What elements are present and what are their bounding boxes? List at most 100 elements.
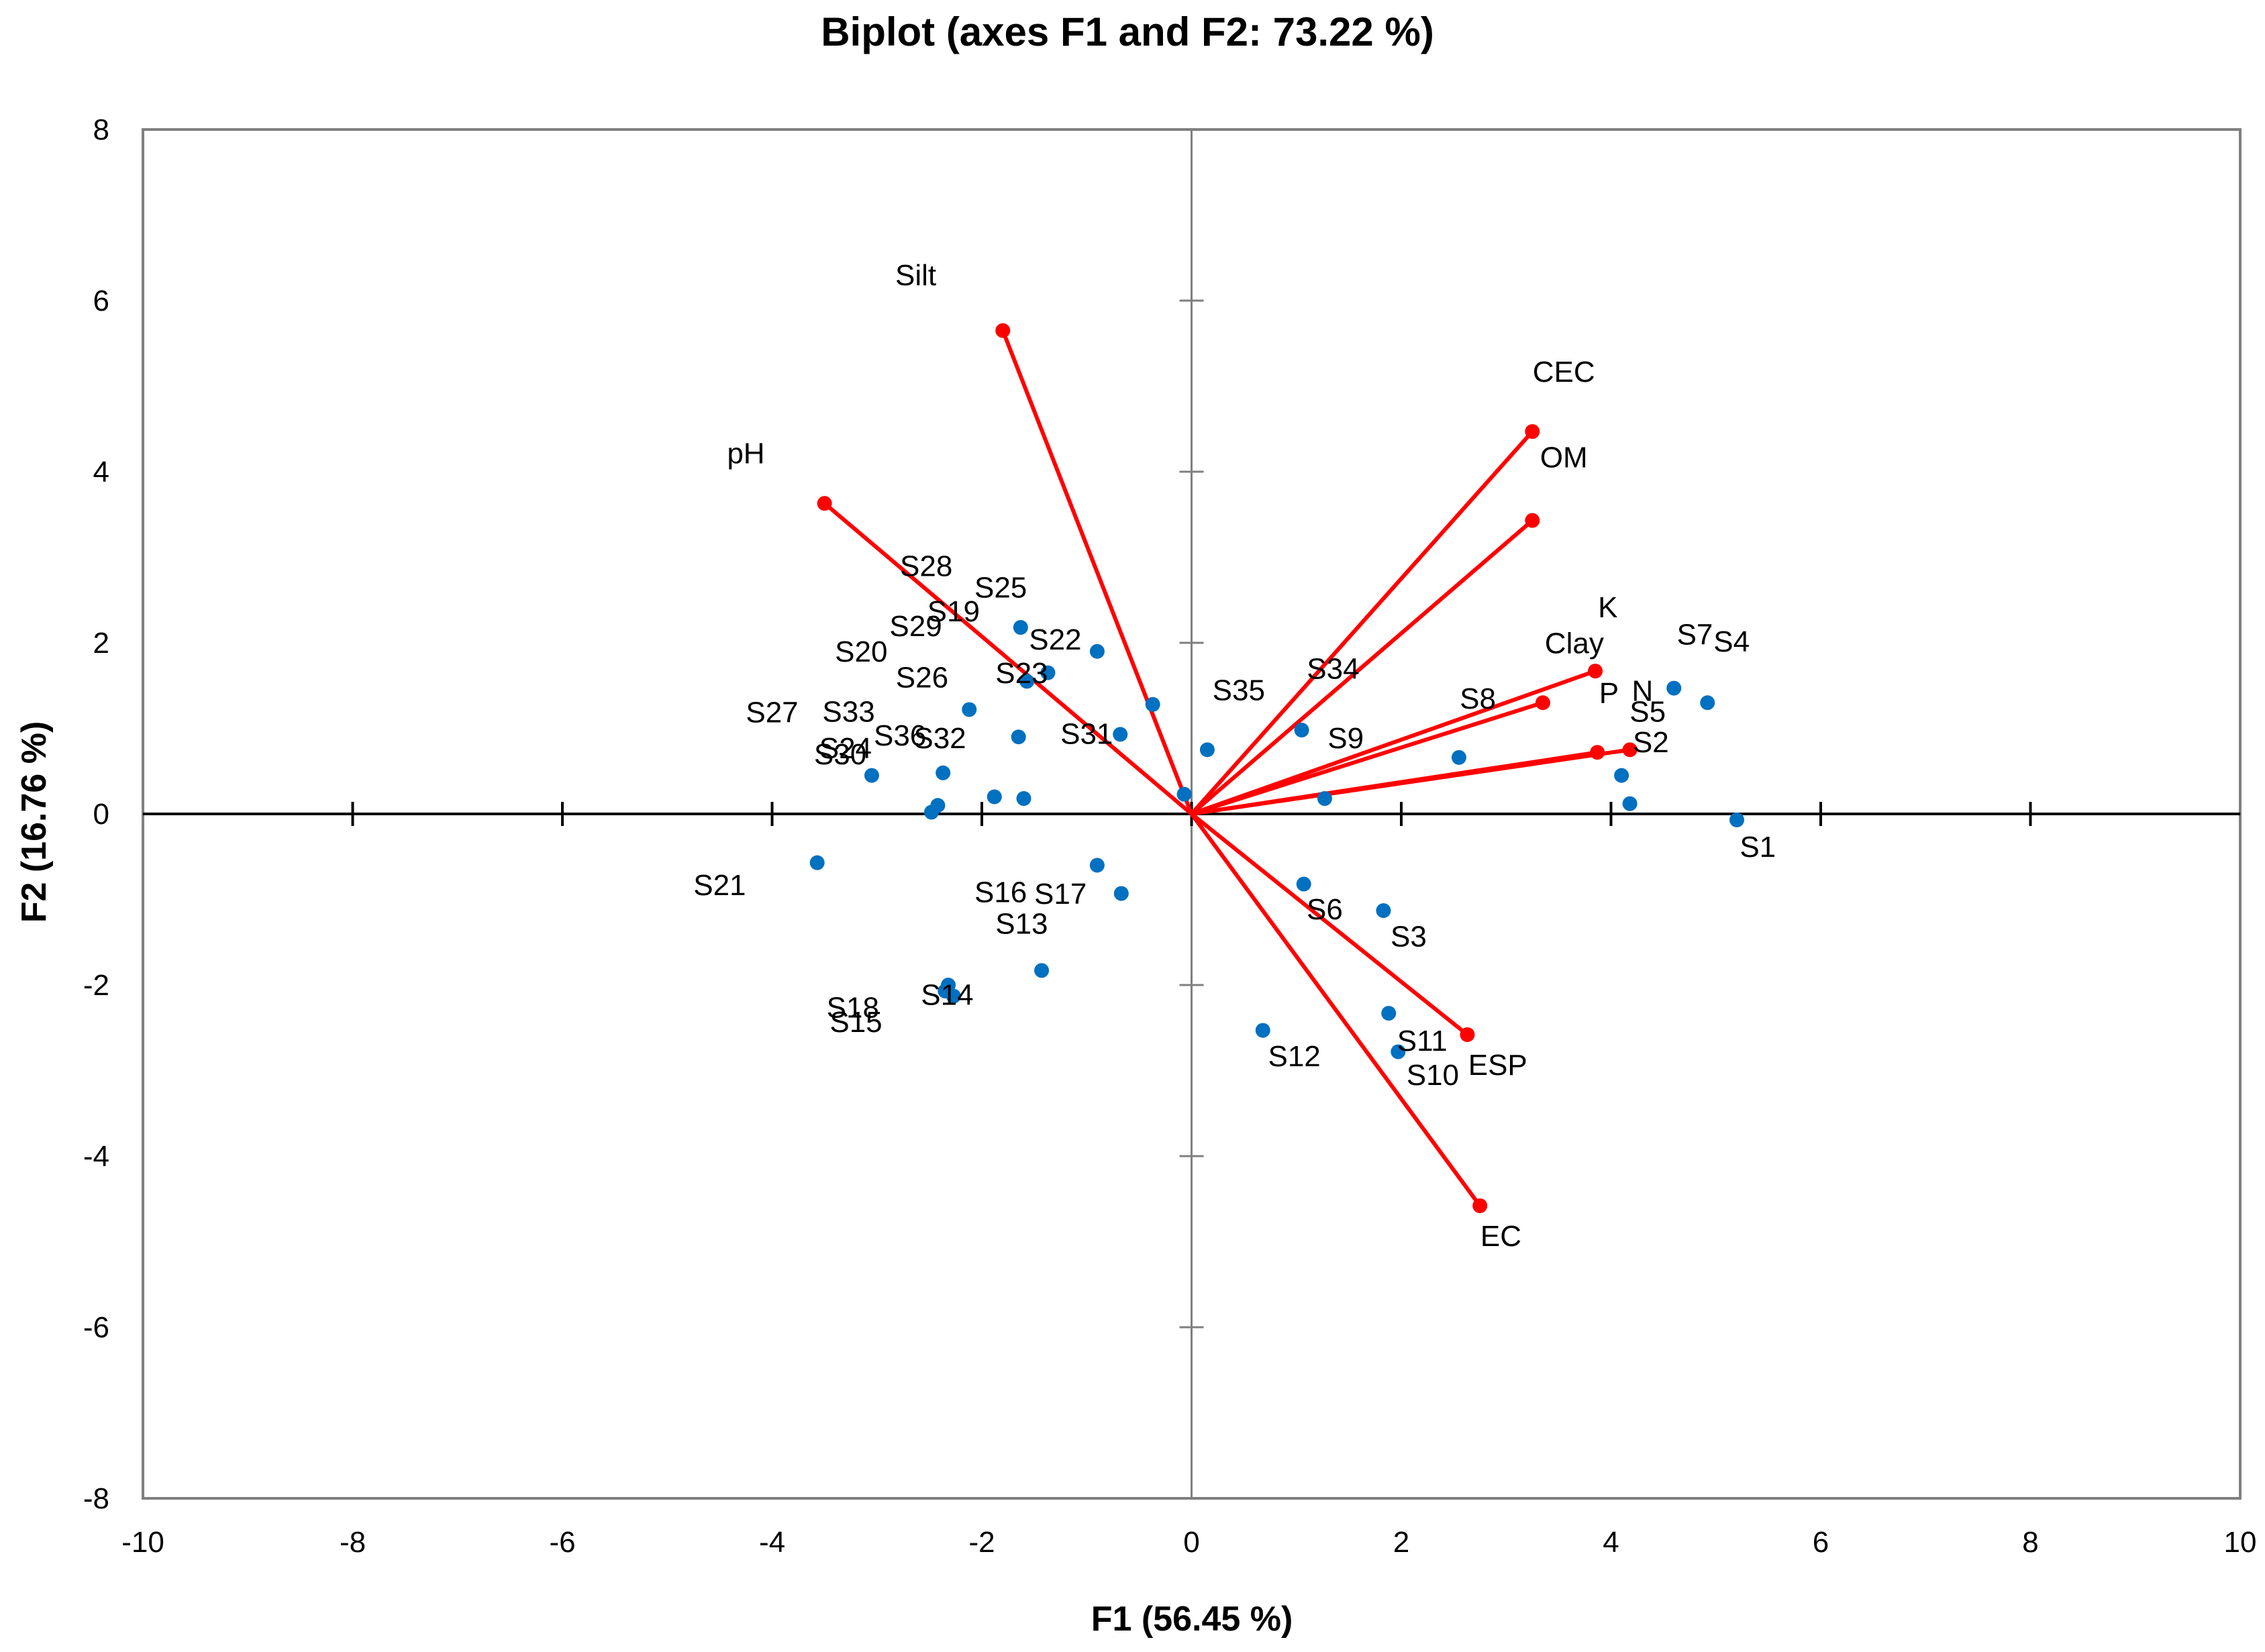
observation-label-s12: S12 bbox=[1268, 1040, 1320, 1073]
y-tick-label: -4 bbox=[83, 1140, 109, 1173]
y-tick-label: -8 bbox=[83, 1482, 109, 1515]
observation-label-s19: S19 bbox=[927, 595, 980, 628]
observation-point-s25 bbox=[1013, 620, 1028, 635]
y-tick-label: -2 bbox=[83, 969, 109, 1002]
x-tick-label: 6 bbox=[1813, 1526, 1829, 1559]
observation-label-s22: S22 bbox=[1029, 623, 1081, 656]
observation-point-s33 bbox=[1145, 696, 1160, 712]
variable-endpoint-silt bbox=[995, 323, 1011, 338]
observation-label-s20: S20 bbox=[835, 635, 887, 668]
variable-label-clay: Clay bbox=[1545, 627, 1604, 660]
x-tick-label: 10 bbox=[2224, 1526, 2257, 1559]
variable-endpoint-k bbox=[1588, 664, 1603, 679]
observation-point-s31 bbox=[1113, 727, 1128, 742]
variable-vector-om bbox=[1189, 518, 1535, 816]
variable-vector-ph bbox=[822, 501, 1194, 816]
x-tick-label: -6 bbox=[549, 1526, 575, 1559]
x-tick-label: 2 bbox=[1393, 1526, 1409, 1559]
observation-label-s36: S36 bbox=[874, 719, 926, 752]
variable-label-n: N bbox=[1631, 675, 1653, 708]
observation-point-s1 bbox=[1729, 812, 1744, 827]
x-axis-title: F1 (56.45 %) bbox=[1091, 1600, 1293, 1639]
x-tick-label: 0 bbox=[1183, 1526, 1199, 1559]
variable-endpoint-cec bbox=[1525, 424, 1540, 440]
observation-point-s24 bbox=[936, 765, 951, 780]
x-tick-label: 8 bbox=[2022, 1526, 2038, 1559]
variable-vector-cec bbox=[1189, 429, 1535, 816]
x-tick-label: -10 bbox=[121, 1526, 164, 1559]
y-tick-label: 0 bbox=[93, 798, 109, 831]
variable-endpoint-ph bbox=[817, 496, 832, 511]
observation-point-s35 bbox=[1199, 742, 1215, 758]
observation-point-s27 bbox=[1011, 729, 1026, 745]
observation-label-s34: S34 bbox=[1307, 653, 1359, 686]
variable-label-k: K bbox=[1598, 591, 1617, 624]
observation-point-s26 bbox=[962, 702, 977, 717]
chart-title: Biplot (axes F1 and F2: 73.22 %) bbox=[821, 9, 1434, 54]
observation-point-s32 bbox=[1016, 791, 1031, 807]
observation-label-s4: S4 bbox=[1713, 625, 1750, 658]
tick-layer: -10 -8 -6 -4 -2 0 2 4 6 8 10 -8 -6 -4 -2 0 2 4 6 8 bbox=[83, 113, 2257, 1559]
x-tick-label: -2 bbox=[968, 1526, 995, 1559]
observation-point-s12 bbox=[1255, 1023, 1270, 1038]
x-tick-label: -4 bbox=[759, 1526, 785, 1559]
variable-vector-k bbox=[1189, 669, 1598, 816]
observation-label-s26: S26 bbox=[896, 661, 948, 694]
observation-label-s6: S6 bbox=[1307, 893, 1343, 926]
variable-endpoint-clay bbox=[1535, 695, 1550, 711]
observation-label-s8: S8 bbox=[1460, 682, 1496, 715]
observation-point-s3 bbox=[1376, 903, 1391, 919]
variable-endpoint-n bbox=[1622, 742, 1638, 758]
variable-label-p: P bbox=[1599, 676, 1619, 709]
observation-label-s31: S31 bbox=[1060, 717, 1113, 750]
observation-point-s17 bbox=[1113, 886, 1129, 901]
observation-point-s7 bbox=[1666, 680, 1682, 696]
observation-point-s36 bbox=[1176, 786, 1192, 802]
observation-label-s29: S29 bbox=[889, 610, 942, 643]
variable-label-ec: EC bbox=[1480, 1220, 1521, 1253]
observation-point-s11 bbox=[1381, 1006, 1397, 1021]
y-tick-label: 2 bbox=[93, 627, 109, 660]
observation-point-s13 bbox=[1034, 963, 1050, 978]
observation-label-s1: S1 bbox=[1740, 831, 1776, 864]
y-tick-label: 6 bbox=[93, 285, 109, 317]
variable-label-ph: pH bbox=[727, 437, 764, 470]
observation-label-s2: S2 bbox=[1633, 726, 1669, 759]
observation-label-s35: S35 bbox=[1213, 674, 1265, 707]
y-tick-label: -6 bbox=[83, 1311, 109, 1344]
variable-endpoint-ec bbox=[1472, 1198, 1488, 1213]
observation-point-s9 bbox=[1317, 791, 1332, 807]
observation-label-s7: S7 bbox=[1677, 619, 1713, 652]
variable-vector-silt bbox=[1001, 328, 1194, 816]
observation-point-s4 bbox=[1700, 695, 1715, 711]
variable-vector-clay bbox=[1189, 701, 1545, 816]
y-tick-label: 8 bbox=[93, 113, 109, 146]
observation-label-s28: S28 bbox=[900, 550, 952, 583]
variable-endpoint-esp bbox=[1460, 1027, 1475, 1042]
observation-label-s24: S24 bbox=[819, 732, 872, 765]
observation-label-s25: S25 bbox=[974, 571, 1027, 604]
observation-point-s28 bbox=[1019, 674, 1035, 689]
x-tick-label: 4 bbox=[1603, 1526, 1619, 1559]
observation-label-s27: S27 bbox=[746, 696, 798, 729]
observation-point-s2 bbox=[1622, 796, 1638, 811]
variable-label-esp: ESP bbox=[1468, 1049, 1527, 1082]
observation-label-s18: S18 bbox=[827, 991, 879, 1024]
y-axis-title: F2 (16.76 %) bbox=[15, 721, 54, 923]
observation-point-s5 bbox=[1614, 768, 1629, 783]
variable-vector-ec bbox=[1189, 812, 1482, 1208]
variable-label-om: OM bbox=[1540, 442, 1588, 474]
observation-label-s11: S11 bbox=[1397, 1025, 1448, 1057]
observation-label-s10: S10 bbox=[1407, 1059, 1459, 1092]
x-tick-label: -8 bbox=[340, 1526, 366, 1559]
observation-label-s13: S13 bbox=[995, 908, 1048, 941]
observation-label-s30: S30 bbox=[814, 738, 866, 771]
observation-label-s21: S21 bbox=[693, 869, 746, 902]
variable-vector-n bbox=[1189, 747, 1632, 816]
observation-point-s22 bbox=[1089, 643, 1105, 659]
variable-vectors bbox=[817, 323, 1638, 1213]
variable-label-cec: CEC bbox=[1533, 356, 1595, 389]
observation-label-s15: S15 bbox=[829, 1006, 882, 1039]
